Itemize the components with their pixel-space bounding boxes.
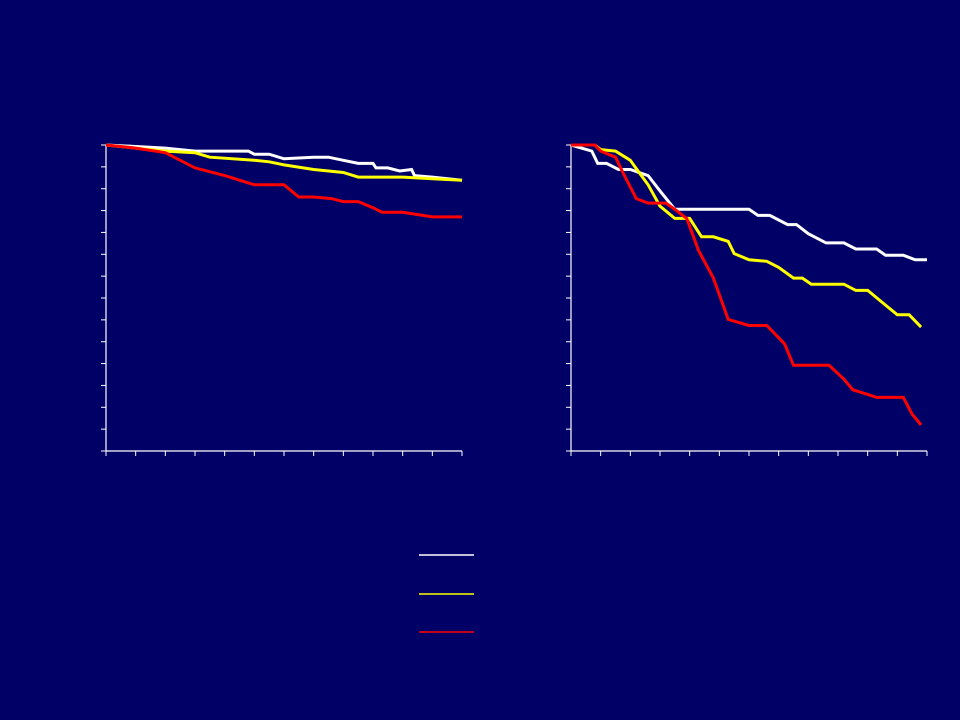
chart-2 [566, 143, 928, 456]
series-line-2 [571, 143, 923, 329]
chart-1 [101, 143, 463, 456]
series-line-2 [105, 143, 463, 182]
series-line-3 [571, 143, 923, 426]
series-line-1 [570, 143, 927, 262]
series-line-1 [105, 143, 463, 182]
series-line-3 [105, 143, 462, 219]
